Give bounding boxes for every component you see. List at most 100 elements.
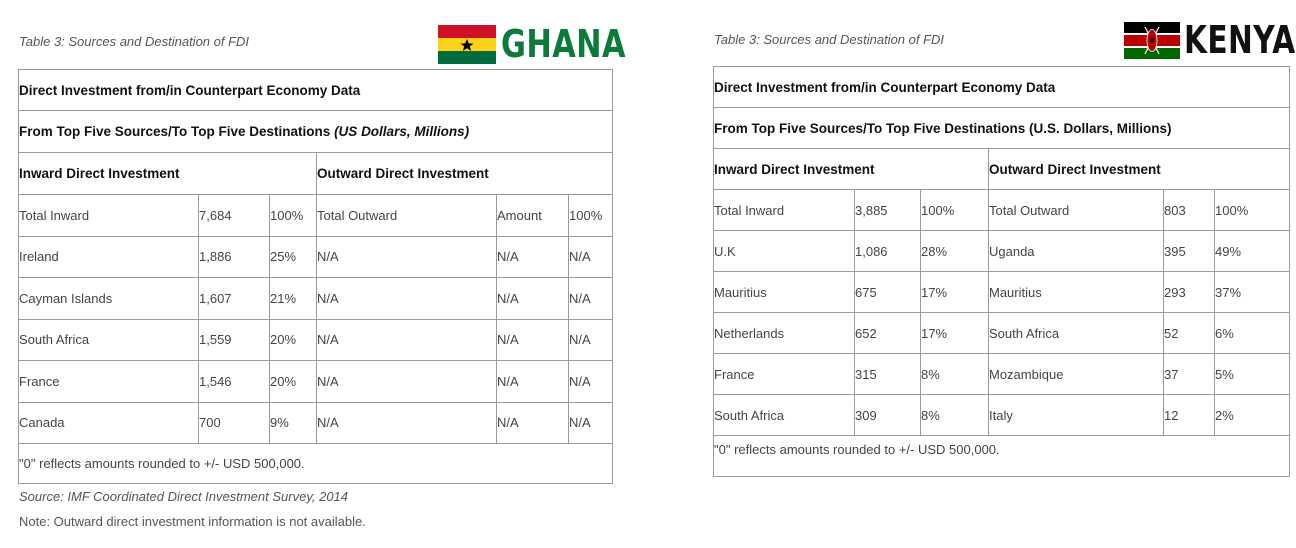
inward-percent: 20% — [269, 360, 317, 403]
inward-percent: 28% — [920, 230, 989, 272]
inward-country: Netherlands — [713, 312, 855, 354]
inward-country: South Africa — [713, 394, 855, 436]
kenya-inward-header: Inward Direct Investment — [713, 148, 989, 190]
inward-amount: 1,607 — [198, 277, 270, 320]
table-row: South Africa 1,559 20% N/A N/A N/A — [18, 318, 614, 361]
outward-percent: N/A — [567, 360, 614, 403]
inward-amount: 1,886 — [198, 235, 270, 278]
outward-country: N/A — [316, 360, 497, 403]
ghana-outward-header: Outward Direct Investment — [315, 152, 614, 195]
outward-country: N/A — [316, 235, 497, 278]
outward-country: Italy — [988, 394, 1164, 436]
inward-percent: 8% — [920, 394, 989, 436]
inward-amount: 1,546 — [198, 360, 270, 403]
outward-amount: N/A — [496, 277, 569, 320]
outward-country: N/A — [316, 318, 497, 361]
kenya-table-caption: Table 3: Sources and Destination of FDI — [714, 32, 945, 47]
ghana-table-subtitle: From Top Five Sources/To Top Five Destin… — [17, 110, 614, 153]
outward-amount: 395 — [1163, 230, 1215, 272]
table-row: U.K 1,086 28% Uganda 395 49% — [713, 230, 1291, 272]
ghana-inward-header: Inward Direct Investment — [18, 152, 317, 195]
outward-amount: 12 — [1163, 394, 1215, 436]
outward-amount: 52 — [1163, 312, 1215, 354]
kenya-country-label: KENYA — [1184, 18, 1296, 62]
inward-amount: 7,684 — [198, 194, 270, 237]
inward-amount: 1,559 — [198, 318, 270, 361]
kenya-outward-header: Outward Direct Investment — [987, 148, 1291, 190]
outward-percent: N/A — [567, 401, 614, 444]
ghana-source: Source: IMF Coordinated Direct Investmen… — [19, 489, 349, 504]
inward-amount: 700 — [198, 401, 270, 444]
ghana-fdi-table: Direct Investment from/in Counterpart Ec… — [17, 69, 614, 484]
table-row: Netherlands 652 17% South Africa 52 6% — [713, 312, 1291, 354]
kenya-table-note: "0" reflects amounts rounded to +/- USD … — [712, 435, 1291, 477]
outward-percent: 100% — [567, 194, 614, 237]
outward-percent: N/A — [567, 277, 614, 320]
outward-country: Total Outward — [316, 194, 497, 237]
ghana-table-title: Direct Investment from/in Counterpart Ec… — [17, 69, 614, 111]
inward-country: Canada — [18, 401, 199, 444]
inward-country: South Africa — [18, 318, 199, 361]
kenya-table-subtitle: From Top Five Sources/To Top Five Destin… — [712, 107, 1291, 149]
outward-country: N/A — [316, 277, 497, 320]
table-row: France 1,546 20% N/A N/A N/A — [18, 360, 614, 403]
inward-amount: 309 — [854, 394, 921, 436]
ghana-footnote: Note: Outward direct investment informat… — [19, 514, 366, 529]
table-row: France 315 8% Mozambique 37 5% — [713, 353, 1291, 395]
outward-amount: N/A — [496, 360, 569, 403]
table-row: Total Inward 3,885 100% Total Outward 803 100… — [713, 189, 1291, 231]
ghana-country-banner: GHANA — [438, 22, 657, 66]
outward-country: South Africa — [988, 312, 1164, 354]
kenya-fdi-table: Direct Investment from/in Counterpart Ec… — [712, 66, 1291, 477]
table-row: South Africa 309 8% Italy 12 2% — [713, 394, 1291, 436]
inward-percent: 100% — [920, 189, 989, 231]
inward-percent: 25% — [269, 235, 317, 278]
outward-amount: N/A — [496, 318, 569, 361]
outward-percent: 5% — [1213, 353, 1291, 395]
kenya-table-title: Direct Investment from/in Counterpart Ec… — [712, 66, 1291, 108]
outward-amount: N/A — [496, 235, 569, 278]
kenya-flag-icon — [1124, 21, 1180, 59]
inward-percent: 17% — [920, 271, 989, 313]
ghana-table-caption: Table 3: Sources and Destination of FDI — [19, 34, 250, 49]
outward-amount: 293 — [1163, 271, 1215, 313]
inward-percent: 8% — [920, 353, 989, 395]
inward-country: Total Inward — [713, 189, 855, 231]
inward-country: Mauritius — [713, 271, 855, 313]
inward-amount: 3,885 — [854, 189, 921, 231]
inward-country: Total Inward — [18, 194, 199, 237]
inward-percent: 17% — [920, 312, 989, 354]
outward-percent: N/A — [567, 318, 614, 361]
outward-percent: 37% — [1213, 271, 1291, 313]
inward-country: Ireland — [18, 235, 199, 278]
outward-country: Mauritius — [988, 271, 1164, 313]
outward-amount: Amount — [496, 194, 569, 237]
outward-amount: N/A — [496, 401, 569, 444]
ghana-table-note: "0" reflects amounts rounded to +/- USD … — [17, 443, 614, 484]
inward-amount: 1,086 — [854, 230, 921, 272]
table-row: Mauritius 675 17% Mauritius 293 37% — [713, 271, 1291, 313]
outward-percent: 100% — [1213, 189, 1291, 231]
outward-amount: 37 — [1163, 353, 1215, 395]
inward-percent: 21% — [269, 277, 317, 320]
table-row: Cayman Islands 1,607 21% N/A N/A N/A — [18, 277, 614, 320]
ghana-flag-icon — [438, 24, 496, 64]
outward-country: Total Outward — [988, 189, 1164, 231]
kenya-country-banner: KENYA — [1124, 18, 1296, 62]
inward-country: U.K — [713, 230, 855, 272]
inward-country: France — [18, 360, 199, 403]
inward-amount: 675 — [854, 271, 921, 313]
table-row: Total Inward 7,684 100% Total Outward Amount… — [18, 194, 614, 237]
ghana-country-label: GHANA — [501, 22, 626, 66]
inward-amount: 315 — [854, 353, 921, 395]
outward-country: Mozambique — [988, 353, 1164, 395]
table-row: Ireland 1,886 25% N/A N/A N/A — [18, 235, 614, 278]
inward-country: Cayman Islands — [18, 277, 199, 320]
inward-percent: 20% — [269, 318, 317, 361]
outward-percent: N/A — [567, 235, 614, 278]
outward-amount: 803 — [1163, 189, 1215, 231]
table-row: Canada 700 9% N/A N/A N/A — [18, 401, 614, 444]
inward-amount: 652 — [854, 312, 921, 354]
inward-percent: 9% — [269, 401, 317, 444]
outward-country: N/A — [316, 401, 497, 444]
